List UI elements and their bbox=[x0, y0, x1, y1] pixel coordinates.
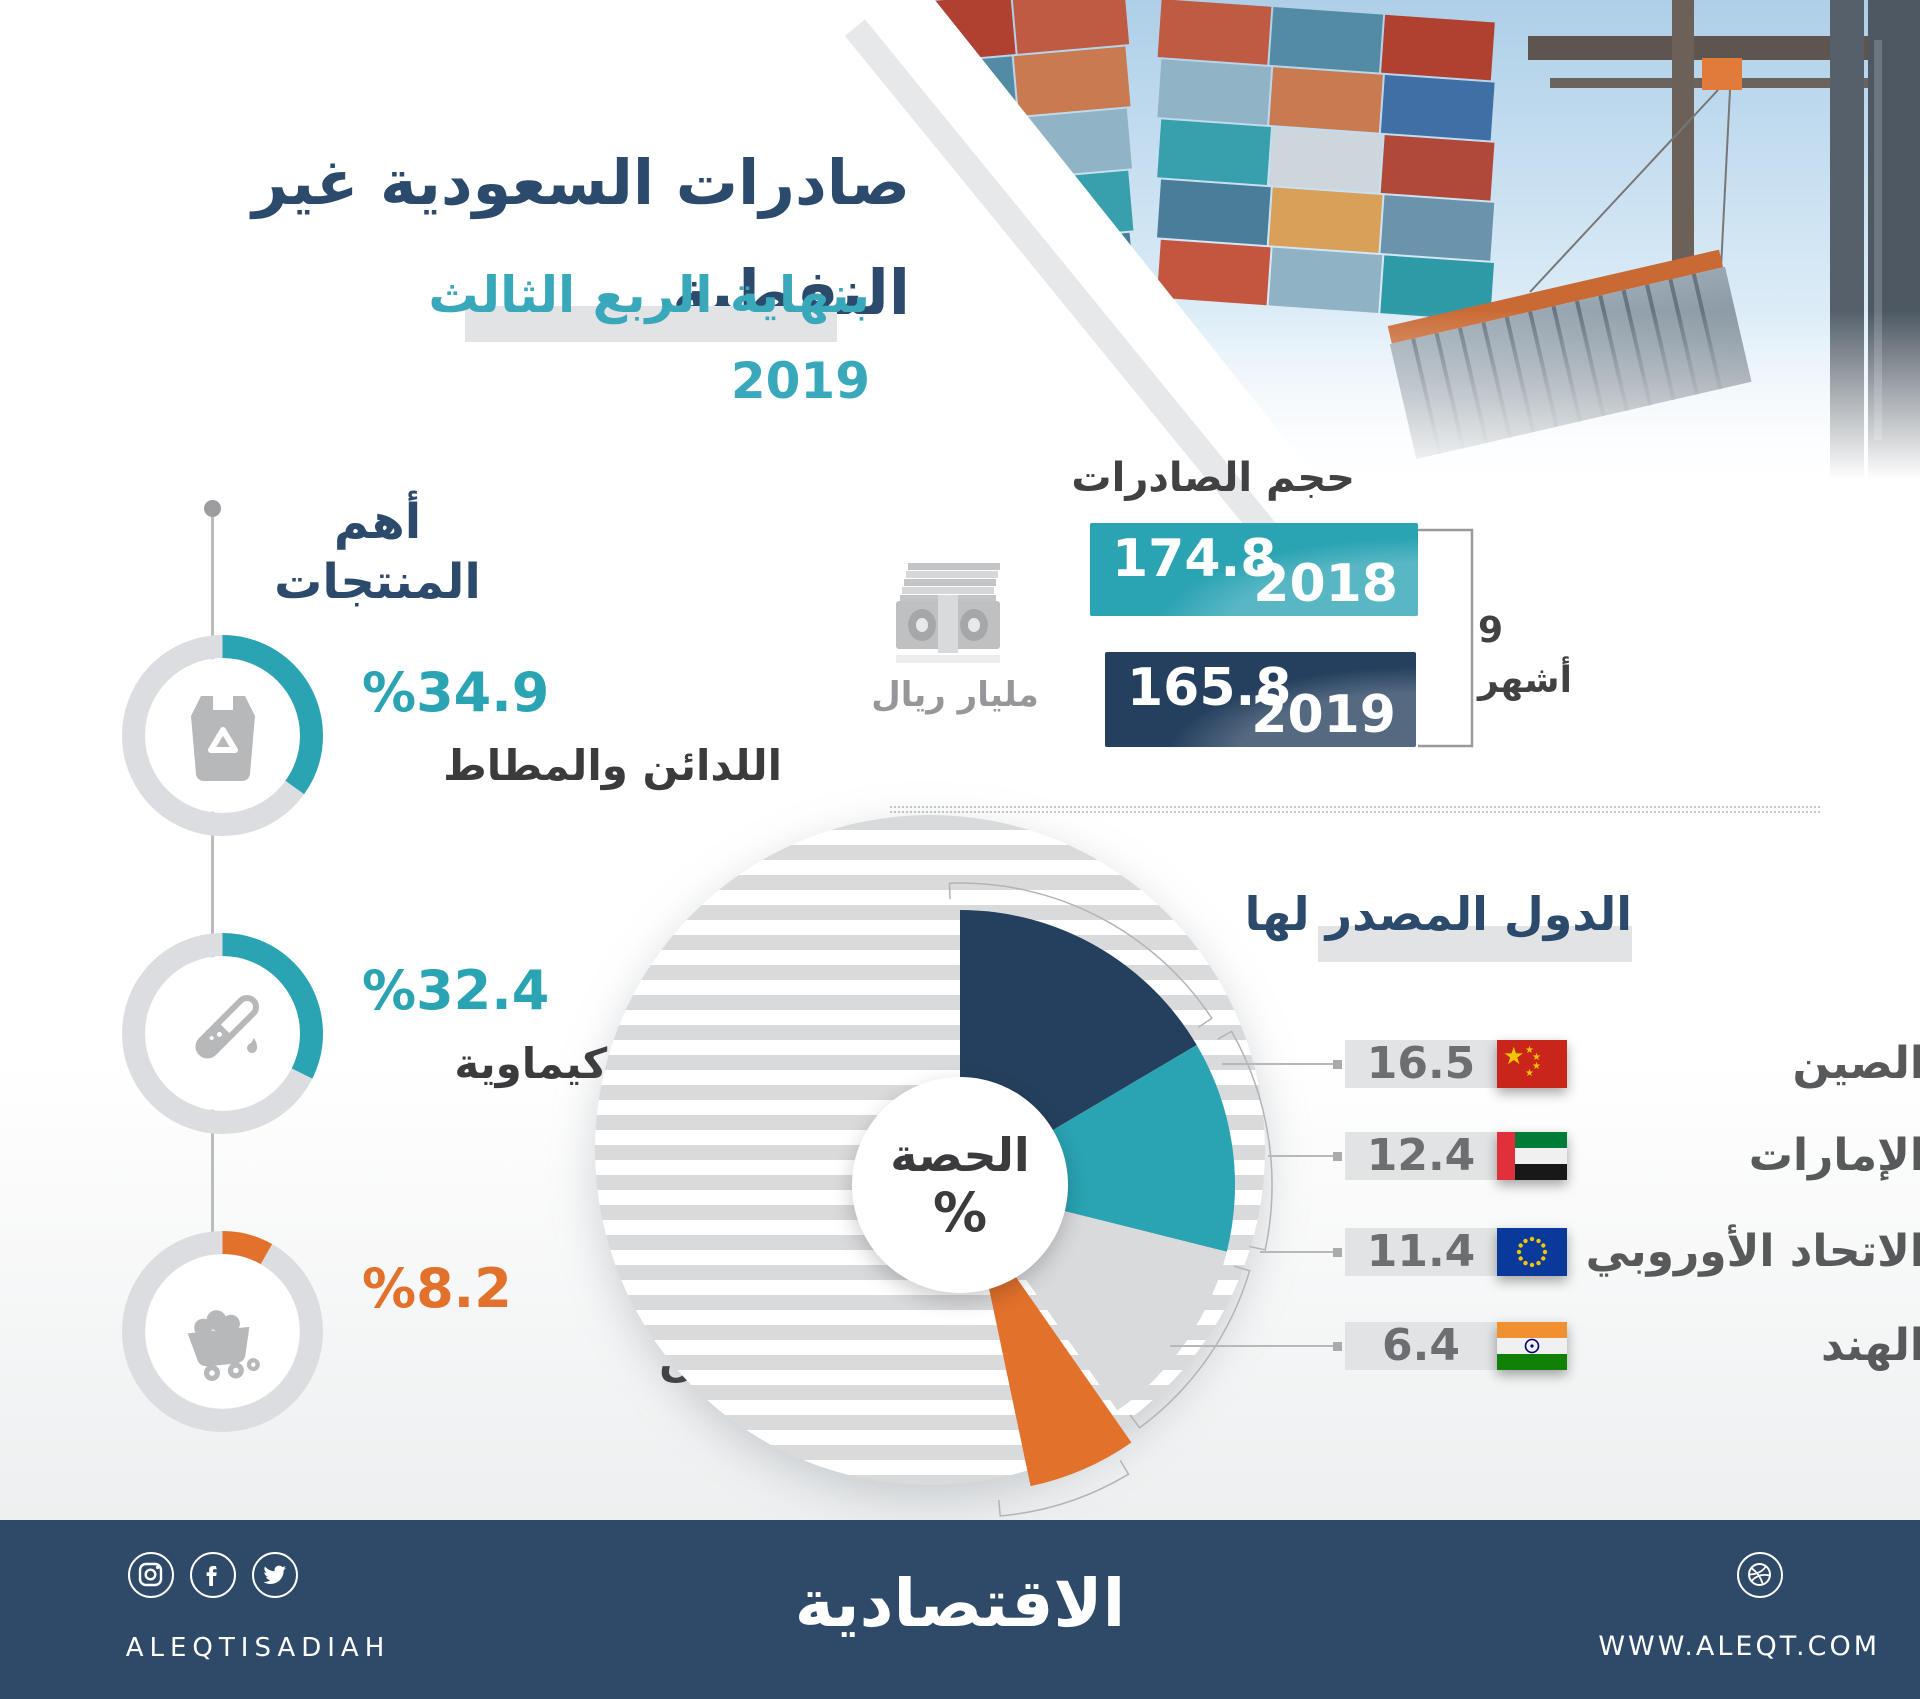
product-ring-metals bbox=[120, 1229, 325, 1434]
twitter-icon[interactable] bbox=[252, 1552, 298, 1598]
container-stack-center bbox=[1156, 0, 1495, 321]
page-subtitle: بنهاية الربع الثالث 2019 bbox=[428, 266, 870, 410]
export-volume-title: حجم الصادرات bbox=[1071, 455, 1355, 501]
timeline-dot bbox=[204, 500, 221, 517]
china-label: الصين bbox=[1792, 1038, 1920, 1089]
destinations-title-highlight bbox=[1318, 926, 1632, 962]
dribbble-icon[interactable] bbox=[1737, 1552, 1783, 1598]
india-label: الهند bbox=[1820, 1320, 1920, 1371]
china-flag-icon: ★ ★ ★ ★ ★ bbox=[1497, 1040, 1567, 1088]
test-tube-icon bbox=[195, 994, 260, 1059]
pie-slice-3 bbox=[974, 1217, 1132, 1487]
mine-cart-icon bbox=[187, 1310, 260, 1381]
product-ring-plastics bbox=[120, 633, 325, 838]
footer-brand-logo: الاقتصادية bbox=[794, 1565, 1126, 1642]
instagram-icon[interactable] bbox=[128, 1552, 174, 1598]
destinations-title: الدول المصدر لها bbox=[1244, 887, 1632, 941]
callout-line-china bbox=[1222, 1063, 1333, 1065]
pie-outline-arcs bbox=[948, 882, 1273, 1517]
product-ring-chemicals bbox=[120, 931, 325, 1136]
bar-2018: 174.8 2018 bbox=[1090, 523, 1418, 616]
svg-text:★: ★ bbox=[1532, 1061, 1541, 1072]
unit-label: مليار ريال bbox=[871, 675, 1039, 715]
india-value: 6.4 bbox=[1345, 1322, 1497, 1370]
bar-2018-value: 174.8 bbox=[1112, 529, 1277, 589]
eu-label: الاتحاد الأوروبي bbox=[1585, 1226, 1920, 1277]
bar-2019-year: 2019 bbox=[1251, 685, 1396, 745]
page-title: صادرات السعودية غير النفطية bbox=[252, 146, 910, 329]
callout-square-india bbox=[1333, 1342, 1342, 1351]
svg-text:★: ★ bbox=[1503, 1042, 1525, 1070]
uae-flag-icon bbox=[1497, 1132, 1567, 1180]
eu-flag-icon bbox=[1497, 1228, 1567, 1276]
uae-label: الإمارات bbox=[1748, 1130, 1920, 1181]
plastic-bag-recycle-icon bbox=[191, 696, 255, 781]
callout-line-eu bbox=[1260, 1251, 1333, 1253]
china-value: 16.5 bbox=[1345, 1040, 1497, 1088]
footer-website[interactable]: WWW.ALEQT.COM bbox=[1598, 1631, 1880, 1662]
footer-handle: ALEQTISADIAH bbox=[125, 1633, 391, 1663]
facebook-icon[interactable] bbox=[190, 1552, 236, 1598]
timeline-line bbox=[211, 517, 214, 1238]
india-flag-icon bbox=[1497, 1322, 1567, 1370]
product-metals-percent: %8.2 bbox=[362, 1257, 512, 1320]
port-photo-art bbox=[934, 0, 1920, 480]
period-label: 9 أشهر bbox=[1478, 610, 1572, 701]
dotted-separator bbox=[890, 806, 1820, 813]
svg-text:★: ★ bbox=[1532, 1052, 1541, 1063]
pie-center-text: الحصة bbox=[890, 1128, 1030, 1182]
money-stack-icon bbox=[896, 563, 1000, 663]
top-products-title: أهم المنتجات bbox=[274, 494, 481, 610]
callout-line-uae bbox=[1268, 1155, 1333, 1157]
period-bracket bbox=[1418, 528, 1474, 748]
container-port-photo bbox=[934, 0, 1920, 480]
product-chemicals-percent: %32.4 bbox=[362, 959, 550, 1022]
product-plastics-percent: %34.9 bbox=[362, 661, 550, 724]
svg-text:★: ★ bbox=[1525, 1045, 1534, 1056]
bar-2019: 165.8 2019 bbox=[1105, 652, 1416, 747]
subtitle-highlight bbox=[465, 306, 837, 342]
footer-bar bbox=[0, 1520, 1920, 1699]
container-stack-left bbox=[934, 0, 1137, 375]
bar-2018-year: 2018 bbox=[1253, 554, 1398, 614]
product-plastics-label: اللدائن والمطاط bbox=[443, 741, 782, 790]
bar-2019-value: 165.8 bbox=[1127, 658, 1292, 718]
callout-square-eu bbox=[1333, 1248, 1342, 1257]
uae-value: 12.4 bbox=[1345, 1132, 1497, 1180]
pie-center-symbol: % bbox=[932, 1181, 988, 1244]
eu-value: 11.4 bbox=[1345, 1228, 1497, 1276]
callout-square-uae bbox=[1333, 1152, 1342, 1161]
svg-text:★: ★ bbox=[1525, 1068, 1534, 1079]
pie-center-label: الحصة % bbox=[852, 1077, 1068, 1293]
callout-line-india bbox=[1170, 1345, 1333, 1347]
callout-square-china bbox=[1333, 1060, 1342, 1069]
